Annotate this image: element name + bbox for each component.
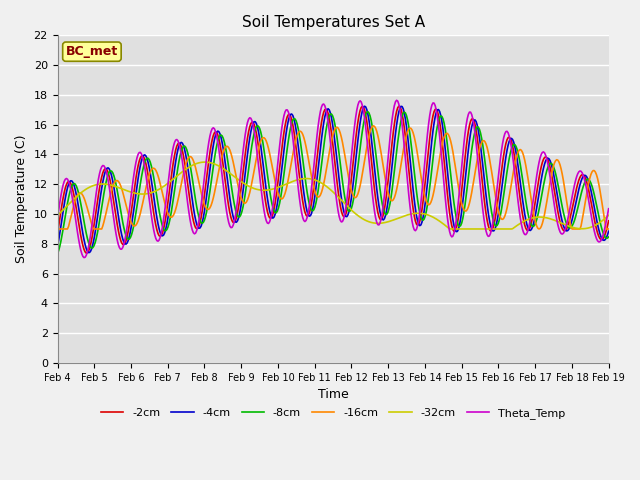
-8cm	[383, 212, 390, 217]
-16cm	[352, 195, 360, 201]
-4cm	[605, 228, 612, 234]
Line: -8cm: -8cm	[58, 112, 609, 254]
-32cm	[353, 212, 361, 217]
-8cm	[54, 251, 61, 257]
-8cm	[605, 234, 612, 240]
-4cm	[508, 135, 515, 141]
-2cm	[83, 250, 90, 256]
Text: BC_met: BC_met	[66, 45, 118, 58]
-16cm	[54, 226, 61, 232]
Line: -16cm: -16cm	[58, 126, 609, 229]
-2cm	[54, 230, 61, 236]
-2cm	[508, 138, 515, 144]
-4cm	[317, 146, 324, 152]
Theta_Temp	[508, 145, 515, 151]
-16cm	[316, 194, 323, 200]
Line: -2cm: -2cm	[58, 106, 609, 253]
-4cm	[594, 222, 602, 228]
-2cm	[320, 109, 328, 115]
Theta_Temp	[80, 255, 88, 261]
-4cm	[54, 243, 61, 249]
-8cm	[316, 180, 323, 185]
Theta_Temp	[320, 101, 328, 107]
-2cm	[383, 191, 390, 197]
-8cm	[593, 202, 600, 208]
-2cm	[594, 230, 602, 236]
-2cm	[395, 103, 403, 109]
-32cm	[200, 159, 208, 165]
Theta_Temp	[594, 238, 602, 244]
-4cm	[353, 147, 361, 153]
-8cm	[506, 150, 514, 156]
-16cm	[383, 183, 390, 189]
-16cm	[319, 186, 326, 192]
-32cm	[594, 221, 602, 227]
Theta_Temp	[383, 170, 390, 176]
-2cm	[353, 127, 361, 132]
Theta_Temp	[54, 216, 61, 221]
-2cm	[317, 127, 324, 133]
Line: -32cm: -32cm	[58, 162, 609, 229]
-32cm	[447, 226, 454, 232]
Line: -4cm: -4cm	[58, 106, 609, 252]
Theta_Temp	[605, 206, 612, 212]
Line: Theta_Temp: Theta_Temp	[58, 100, 609, 258]
Y-axis label: Soil Temperature (C): Soil Temperature (C)	[15, 135, 28, 264]
X-axis label: Time: Time	[317, 388, 348, 401]
-32cm	[383, 219, 390, 225]
-32cm	[320, 181, 328, 187]
Theta_Temp	[393, 97, 401, 103]
-4cm	[384, 201, 392, 206]
-16cm	[506, 187, 514, 193]
-16cm	[593, 172, 600, 178]
-4cm	[320, 120, 328, 126]
-16cm	[369, 123, 377, 129]
-8cm	[319, 153, 326, 158]
-2cm	[605, 218, 612, 224]
Title: Soil Temperatures Set A: Soil Temperatures Set A	[241, 15, 424, 30]
-32cm	[317, 180, 324, 185]
-16cm	[605, 226, 612, 232]
-32cm	[54, 213, 61, 218]
Theta_Temp	[317, 108, 324, 114]
-32cm	[605, 213, 612, 218]
-4cm	[84, 250, 92, 255]
-8cm	[364, 109, 372, 115]
-8cm	[352, 181, 360, 187]
-32cm	[508, 226, 515, 232]
Legend: -2cm, -4cm, -8cm, -16cm, -32cm, Theta_Temp: -2cm, -4cm, -8cm, -16cm, -32cm, Theta_Te…	[97, 403, 570, 423]
Theta_Temp	[353, 107, 361, 113]
-4cm	[361, 103, 369, 109]
